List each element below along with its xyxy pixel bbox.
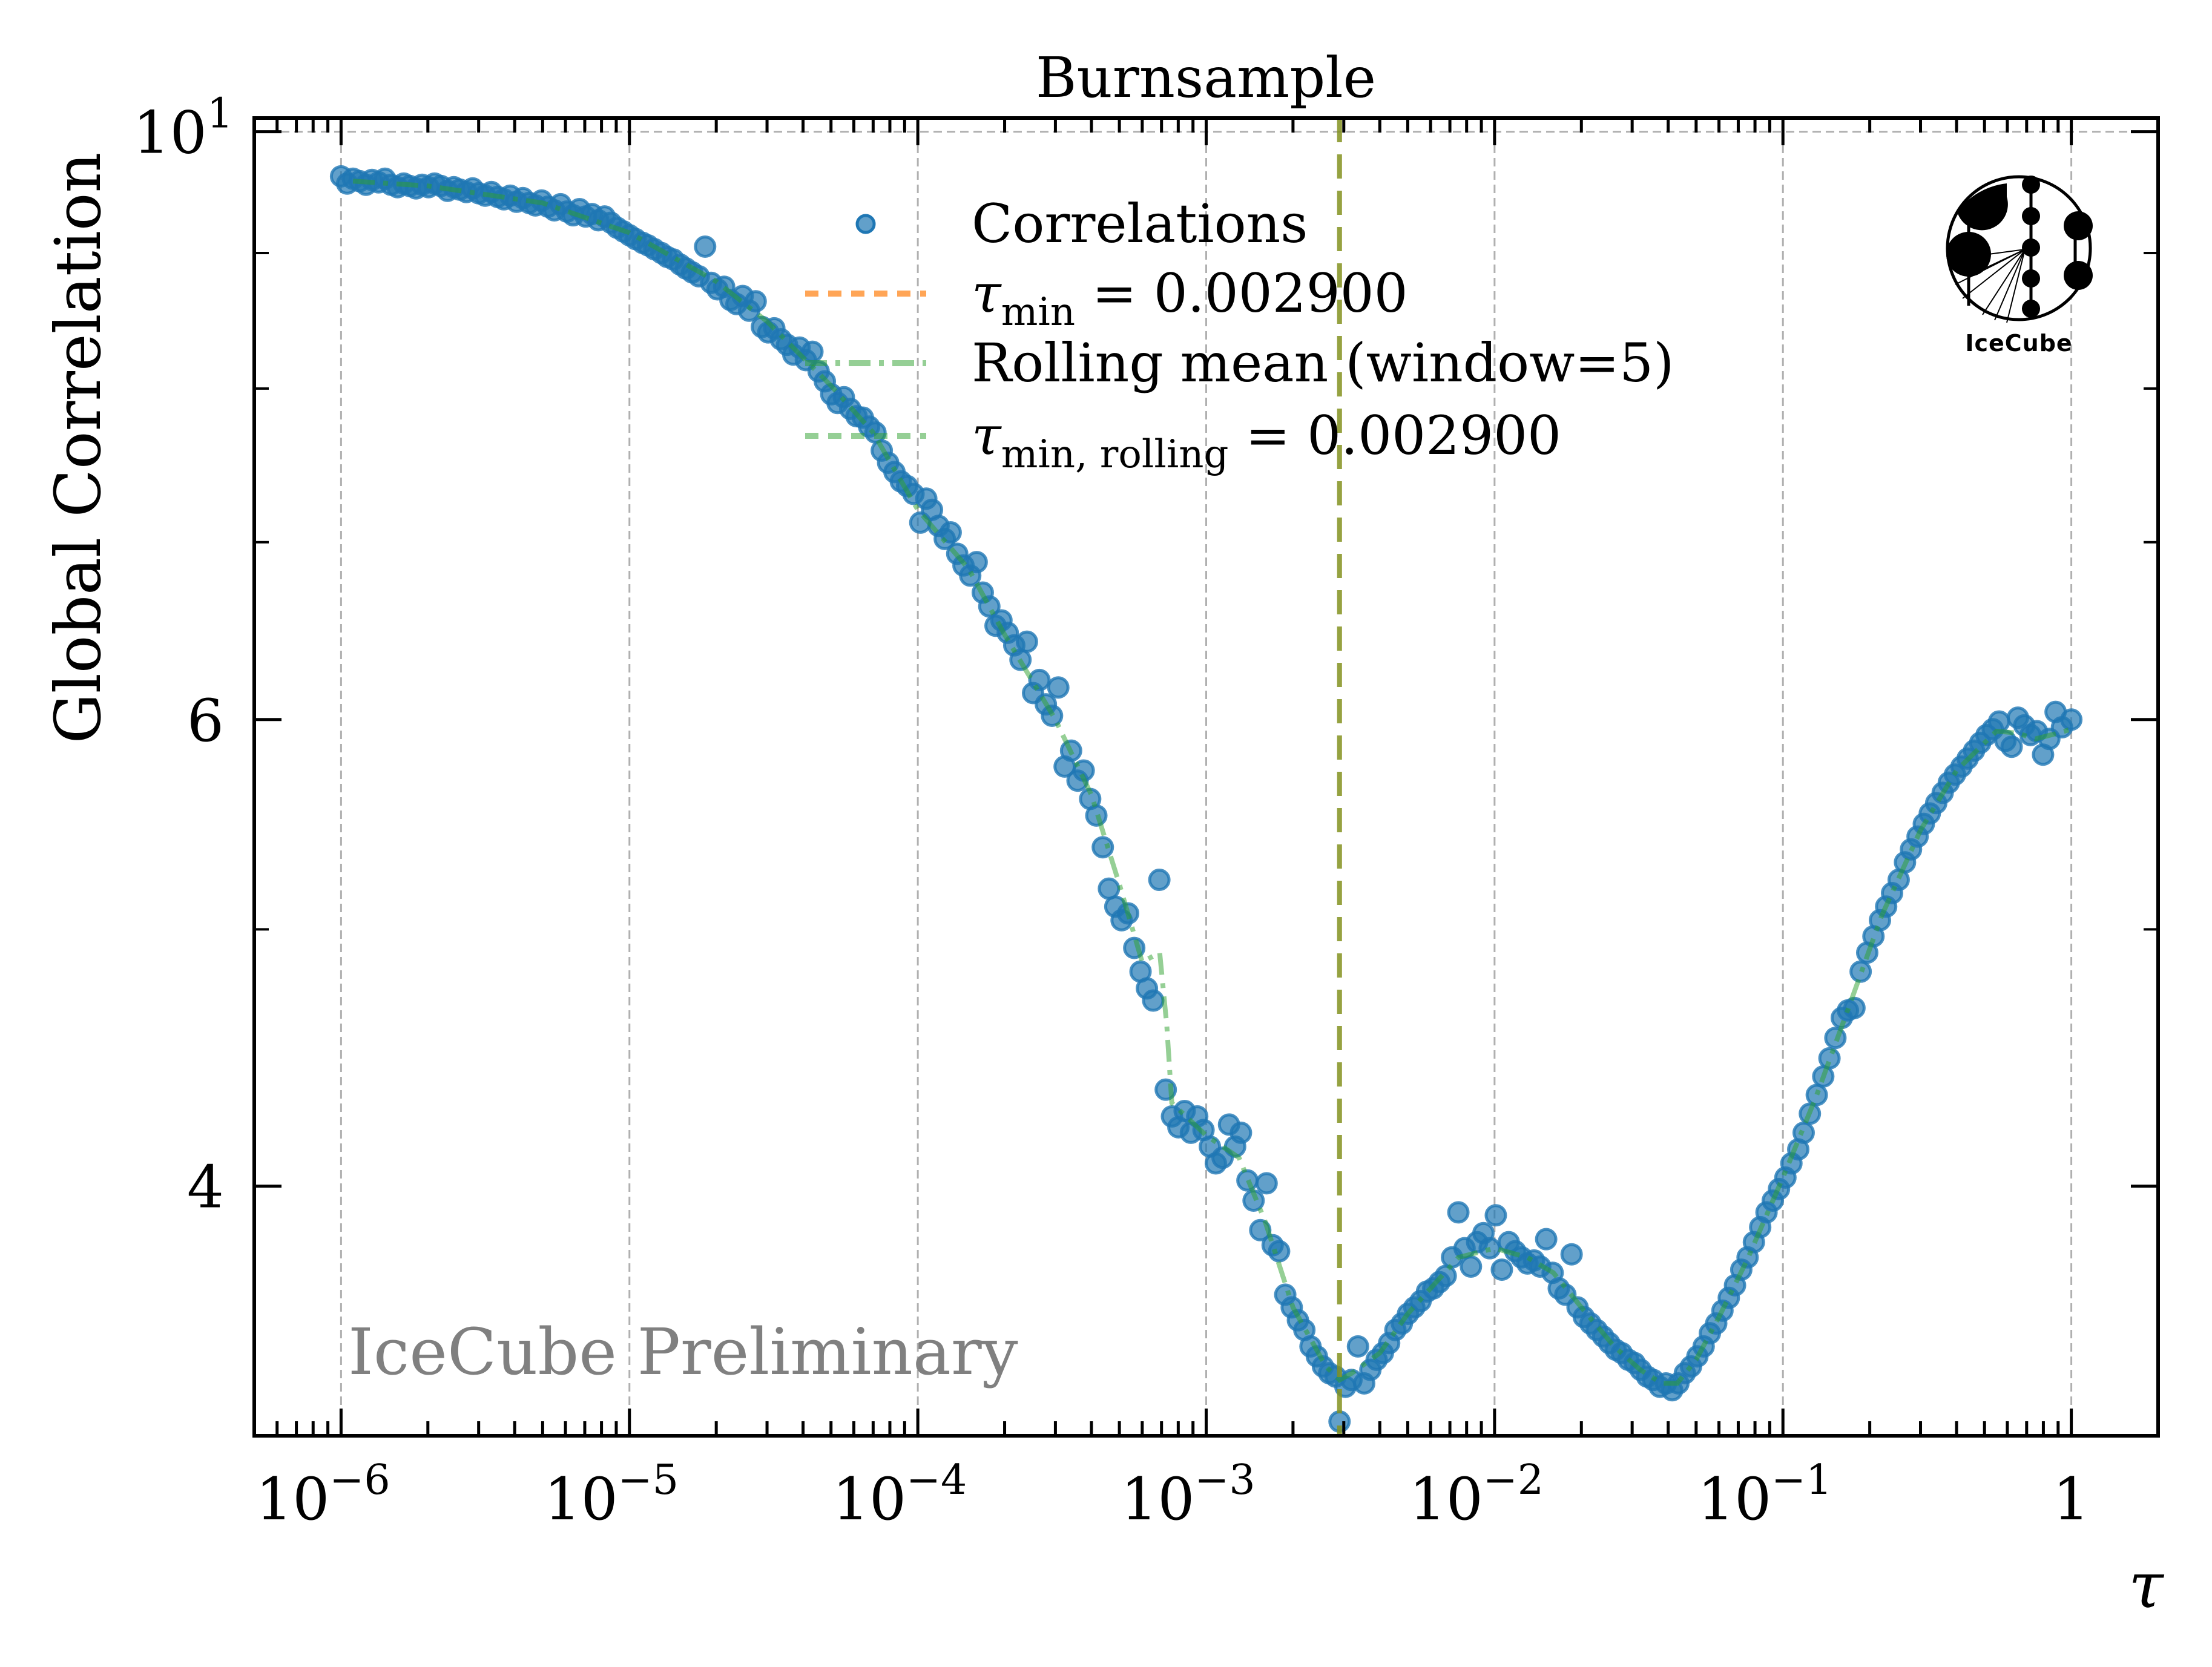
x-tick-label: 10−2 <box>1409 1456 1544 1533</box>
data-point <box>1987 710 2010 733</box>
y-tick-base: 6 <box>187 687 224 755</box>
data-point <box>1015 630 1038 653</box>
data-point <box>2060 708 2083 731</box>
data-point <box>1560 1243 1583 1266</box>
y-tick-base: 10 <box>133 99 207 167</box>
x-tick-base: 10 <box>1121 1465 1194 1533</box>
data-point <box>694 235 717 258</box>
legend-symbol: τ <box>972 262 1002 324</box>
legend-label: Rolling mean (window=5) <box>972 332 1674 394</box>
legend-entry: τmin = 0.002900 <box>805 262 1408 335</box>
x-tick-exponent: −5 <box>618 1456 679 1504</box>
legend-marker-icon <box>855 214 876 234</box>
legend-entry: Rolling mean (window=5) <box>805 332 1674 394</box>
data-point <box>939 521 962 544</box>
data-point <box>864 421 887 444</box>
x-tick-labels: 10−6 10−5 10−4 10−3 10−2 10−1 1 <box>255 1456 2090 1533</box>
x-tick-exponent: −6 <box>329 1456 390 1504</box>
data-point <box>1229 1121 1252 1144</box>
axis-ticks <box>252 118 2160 1436</box>
x-tick-label: 10−3 <box>1121 1456 1255 1533</box>
y-tick-label: 6 <box>187 687 224 755</box>
icecube-logo: IceCube <box>1946 175 2093 357</box>
watermark: IceCube Preliminary <box>348 1315 1018 1389</box>
x-tick-label: 10−6 <box>255 1456 390 1533</box>
data-point <box>1148 869 1171 892</box>
legend-symbol: τ <box>972 404 1002 467</box>
y-tick-label: 4 <box>187 1154 224 1221</box>
y-tick-base: 4 <box>187 1154 224 1221</box>
y-tick-label: 101 <box>133 90 233 167</box>
x-tick-base: 1 <box>2053 1465 2090 1533</box>
data-point <box>1346 1335 1369 1358</box>
legend-entry: τmin, rolling = 0.002900 <box>805 404 1561 477</box>
data-point <box>1805 1083 1828 1106</box>
legend-subscript: min <box>1001 290 1075 335</box>
data-point <box>965 551 988 574</box>
data-point <box>1849 960 1872 983</box>
data-point <box>1447 1201 1470 1224</box>
x-tick-base: 10 <box>544 1465 618 1533</box>
x-tick-exponent: −1 <box>1771 1456 1832 1504</box>
data-point <box>1255 1172 1278 1195</box>
legend-label: Correlations <box>972 192 1308 255</box>
x-tick-base: 10 <box>1409 1465 1483 1533</box>
legend-value: = 0.002900 <box>1228 404 1561 467</box>
data-point <box>1028 668 1051 691</box>
x-tick-exponent: −4 <box>906 1456 967 1504</box>
data-point <box>1535 1228 1558 1251</box>
legend-label: τmin, rolling = 0.002900 <box>972 404 1561 477</box>
data-point <box>1484 1204 1507 1227</box>
x-tick-label: 10−5 <box>544 1456 679 1533</box>
x-tick-base: 10 <box>1697 1465 1771 1533</box>
x-axis-label: τ <box>2128 1548 2164 1622</box>
data-point <box>1091 836 1114 859</box>
y-axis-label: Global Correlation <box>41 153 115 744</box>
x-tick-exponent: −3 <box>1194 1456 1255 1504</box>
data-point <box>1460 1255 1483 1278</box>
data-point <box>1268 1240 1291 1263</box>
x-tick-label: 10−4 <box>832 1456 967 1533</box>
chart-title: Burnsample <box>1036 45 1376 110</box>
legend-label: τmin = 0.002900 <box>972 262 1408 335</box>
data-point <box>1142 989 1165 1012</box>
rolling-mean-line <box>352 179 2072 1386</box>
plot-area <box>329 165 2083 1433</box>
x-tick-exponent: −2 <box>1483 1456 1544 1504</box>
legend-entry: Correlations <box>855 192 1308 255</box>
x-tick-label: 1 <box>2053 1465 2090 1533</box>
data-point <box>2000 735 2023 758</box>
legend-value: = 0.002900 <box>1075 262 1408 324</box>
y-tick-labels: 101 6 4 <box>133 90 233 1221</box>
x-tick-base: 10 <box>255 1465 329 1533</box>
data-point <box>1047 676 1070 699</box>
x-tick-base: 10 <box>832 1465 906 1533</box>
logo-text: IceCube <box>1965 330 2072 357</box>
legend-subscript: min, rolling <box>1001 432 1229 477</box>
data-point <box>1490 1258 1513 1281</box>
y-tick-exponent: 1 <box>207 90 233 138</box>
x-tick-label: 10−1 <box>1697 1456 1832 1533</box>
